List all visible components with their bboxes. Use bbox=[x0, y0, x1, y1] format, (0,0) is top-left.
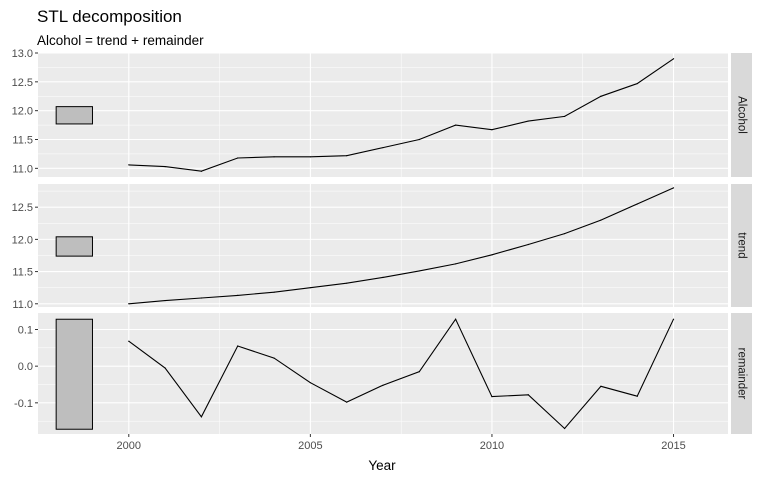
series-line-alcohol bbox=[128, 58, 674, 172]
series-line-trend bbox=[128, 187, 674, 305]
facet-strip bbox=[731, 313, 752, 434]
chart-title: STL decomposition bbox=[37, 7, 182, 26]
x-tick-label: 2005 bbox=[298, 440, 322, 452]
x-tick-label: 2000 bbox=[117, 440, 141, 452]
data-point bbox=[418, 270, 420, 272]
series-line-remainder bbox=[128, 318, 674, 430]
data-point bbox=[418, 371, 420, 373]
facet-panels: 11.011.512.012.513.0Alcohol11.011.512.01… bbox=[12, 48, 752, 434]
facet-strip-label: Alcohol bbox=[736, 96, 748, 134]
x-tick-label: 2010 bbox=[480, 440, 504, 452]
facet-strip-label: trend bbox=[736, 232, 748, 258]
data-point bbox=[563, 232, 566, 235]
data-point bbox=[346, 401, 348, 403]
data-point bbox=[200, 416, 203, 418]
data-point bbox=[237, 345, 239, 347]
panel-background bbox=[38, 184, 728, 307]
panel-background bbox=[38, 53, 728, 177]
y-tick-label: 0.1 bbox=[18, 325, 33, 337]
data-point bbox=[164, 367, 166, 369]
data-point bbox=[309, 156, 311, 158]
data-point bbox=[527, 120, 529, 122]
data-point bbox=[418, 138, 420, 141]
scale-bar bbox=[55, 106, 93, 125]
data-point bbox=[128, 340, 130, 342]
chart-subtitle: Alcohol = trend + remainder bbox=[37, 33, 204, 48]
data-point bbox=[636, 395, 638, 397]
y-tick-label: 12.5 bbox=[12, 77, 33, 89]
data-point bbox=[346, 282, 348, 284]
y-tick-label: 12.5 bbox=[12, 202, 33, 214]
x-axis-title: Year bbox=[368, 458, 396, 473]
data-point bbox=[309, 382, 311, 384]
data-point bbox=[527, 394, 529, 396]
data-point bbox=[636, 203, 638, 205]
data-point bbox=[273, 156, 275, 158]
data-point bbox=[672, 187, 675, 189]
data-point bbox=[273, 357, 275, 359]
y-tick-label: 11.5 bbox=[12, 267, 33, 279]
y-tick-label: 11.0 bbox=[12, 299, 33, 311]
y-tick-label: 12.0 bbox=[12, 234, 33, 246]
data-point bbox=[237, 294, 239, 297]
data-point bbox=[600, 385, 602, 387]
data-point bbox=[382, 276, 384, 278]
data-point bbox=[455, 263, 457, 265]
panel-trend: 11.0 11.5 12.0 12.5 trend bbox=[12, 184, 752, 311]
scale-bar bbox=[55, 236, 93, 257]
data-point bbox=[309, 287, 311, 289]
panel-remainder: -0.1 0.0 0.1 remainder bbox=[14, 313, 752, 434]
data-point bbox=[600, 219, 602, 221]
panel-background bbox=[38, 313, 728, 434]
scale-bar bbox=[55, 318, 93, 430]
y-tick-label: 11.5 bbox=[12, 135, 33, 147]
data-point bbox=[563, 115, 566, 118]
data-point bbox=[600, 95, 602, 97]
data-point bbox=[491, 129, 493, 131]
y-tick-label: 11.0 bbox=[12, 163, 33, 175]
data-point bbox=[128, 303, 130, 305]
data-point bbox=[527, 243, 529, 246]
data-point bbox=[237, 157, 239, 159]
y-tick-label: 0.0 bbox=[18, 361, 33, 373]
x-tick-label: 2015 bbox=[661, 440, 685, 452]
data-point bbox=[672, 58, 675, 60]
facet-strip bbox=[731, 53, 752, 177]
data-point bbox=[382, 384, 384, 386]
facet-strip bbox=[731, 184, 752, 307]
data-point bbox=[200, 297, 203, 299]
data-point bbox=[273, 291, 275, 293]
data-point bbox=[672, 318, 675, 320]
y-tick-label: 13.0 bbox=[12, 48, 33, 60]
facet-strip-label: remainder bbox=[736, 348, 748, 400]
y-tick-label: 12.0 bbox=[12, 106, 33, 118]
data-point bbox=[164, 166, 166, 168]
data-point bbox=[491, 396, 493, 398]
panel-alcohol: 11.0 11.5 12.0 12.5 13.0 Alcohol bbox=[12, 48, 752, 177]
data-point bbox=[455, 124, 457, 126]
data-point bbox=[563, 427, 566, 430]
y-tick-label: -0.1 bbox=[14, 398, 33, 410]
data-point bbox=[346, 155, 348, 157]
x-axis: 2000 2005 2010 2015 bbox=[117, 434, 686, 452]
data-point bbox=[200, 170, 203, 172]
data-point bbox=[636, 82, 638, 85]
data-point bbox=[455, 318, 457, 320]
data-point bbox=[382, 146, 384, 149]
data-point bbox=[491, 254, 493, 256]
data-point bbox=[128, 164, 130, 166]
data-point bbox=[164, 299, 166, 302]
